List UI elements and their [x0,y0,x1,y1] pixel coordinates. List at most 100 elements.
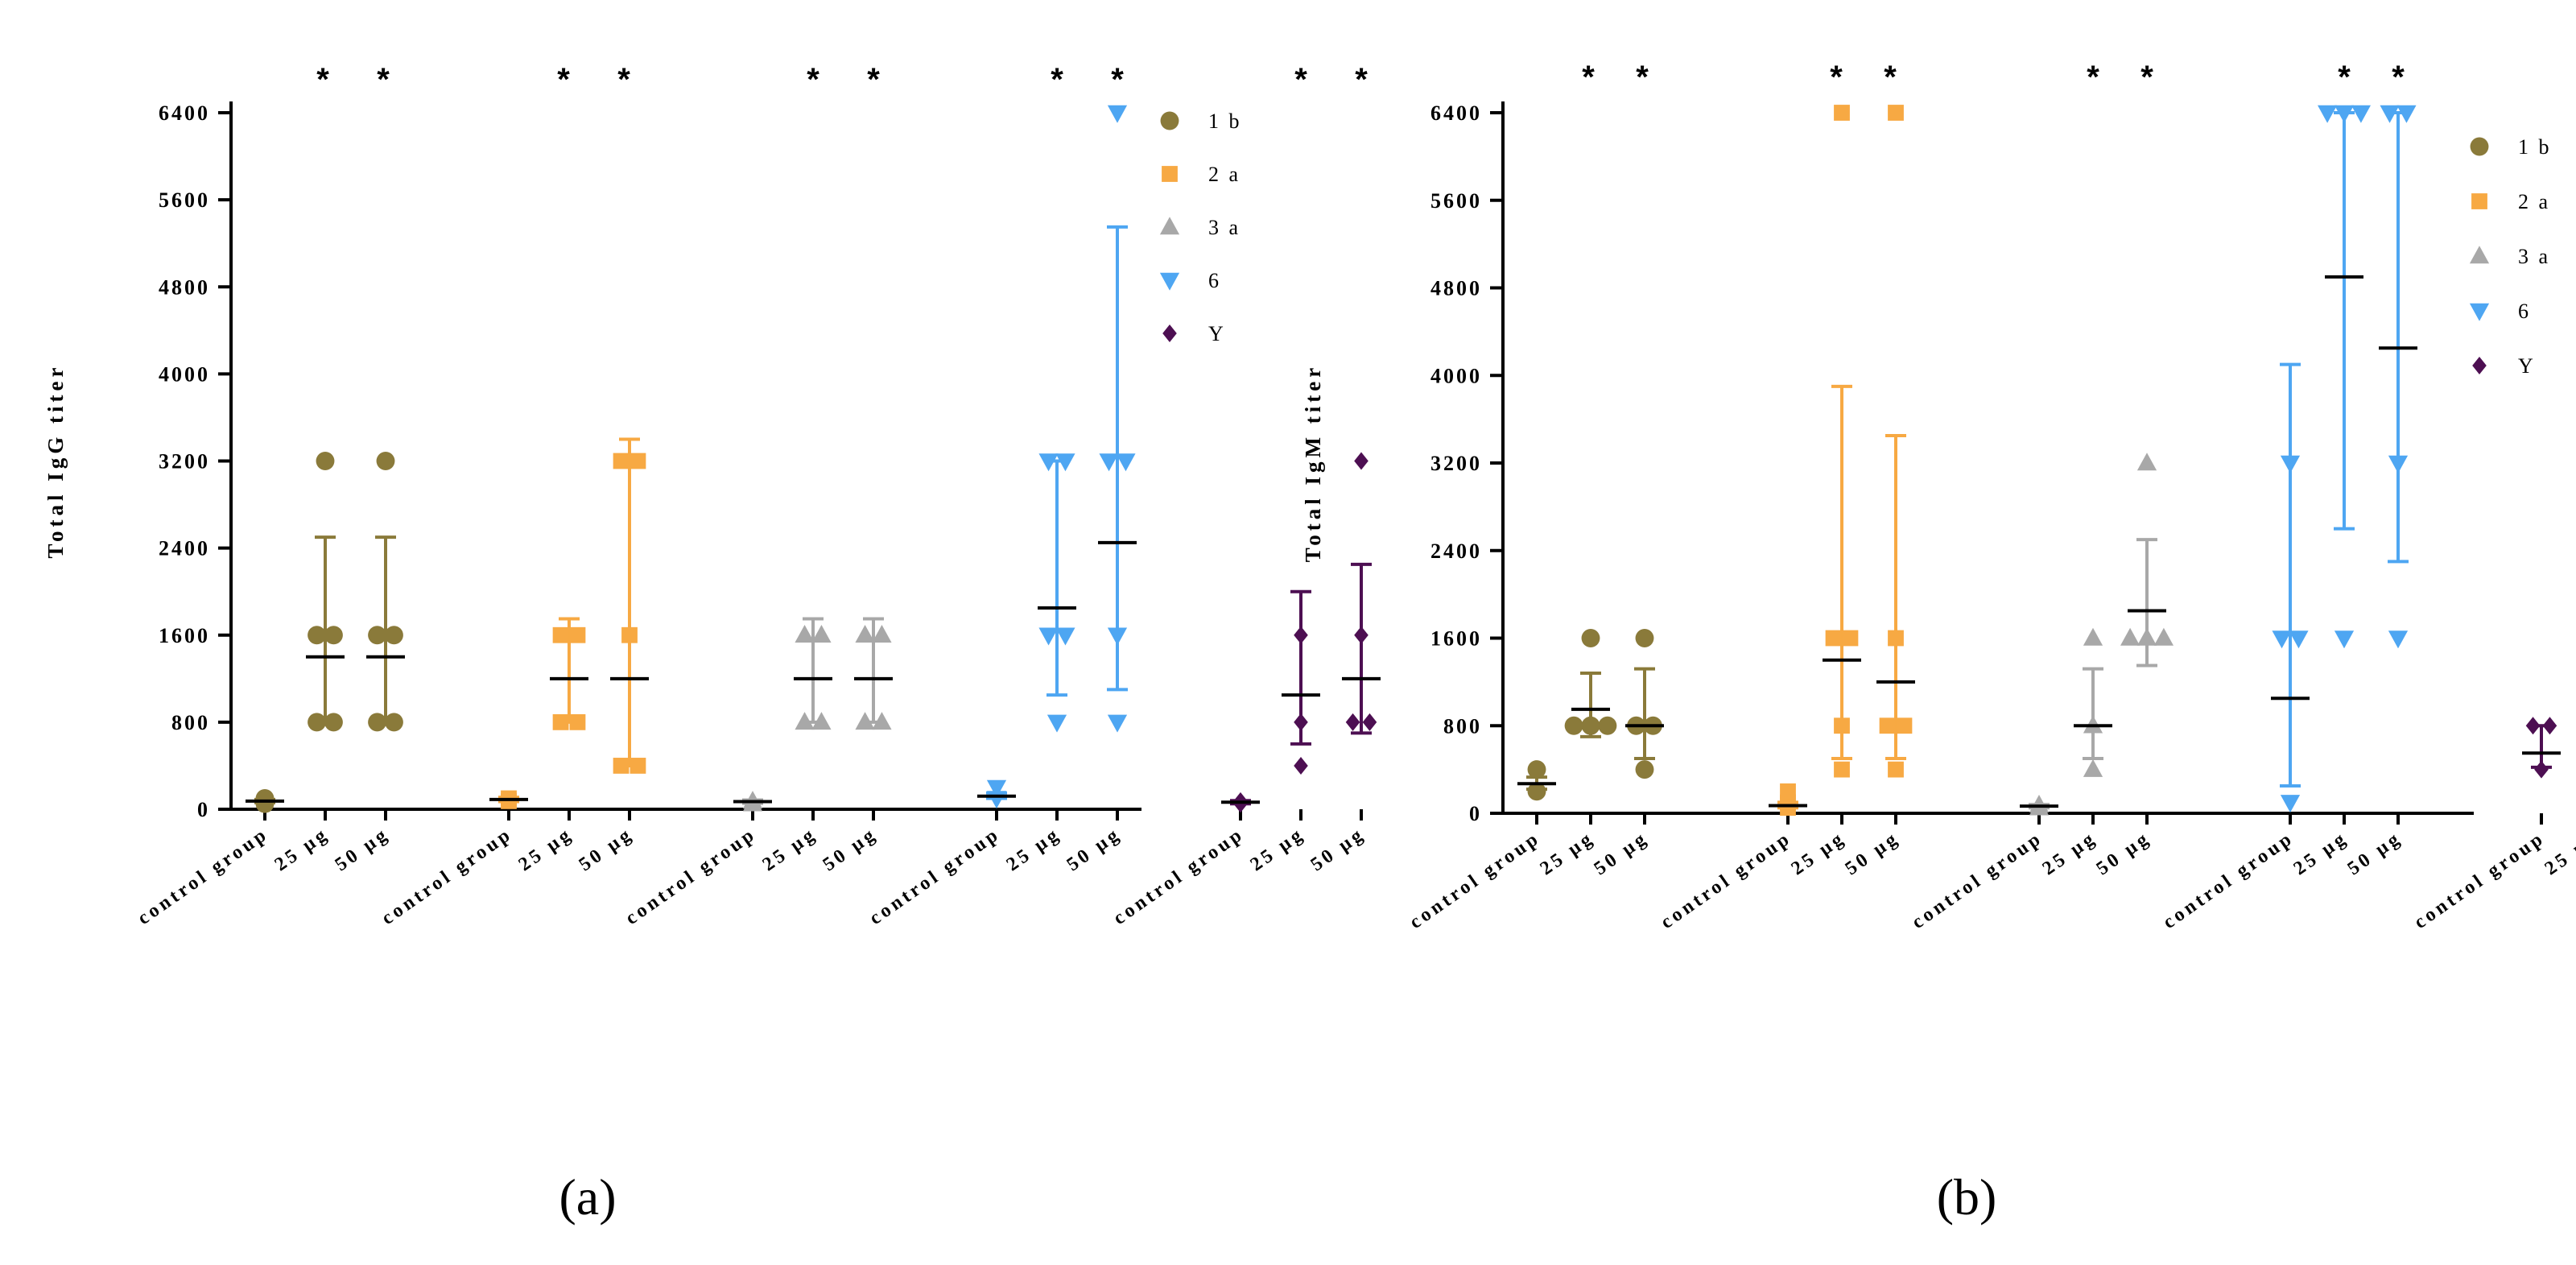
data-point [811,712,832,730]
significance-star: * [2338,60,2351,95]
data-point [2318,105,2338,123]
data-point [795,712,815,730]
data-point [2334,630,2355,649]
data-point [2334,105,2355,123]
legend-marker-3a [2469,246,2490,264]
data-point [2289,630,2309,649]
data-point [2153,627,2174,646]
data-point [2280,795,2301,813]
data-point [630,758,646,774]
legend-marker-6 [2469,303,2490,321]
panel-a-igg-chart: 0 800 1600 2400 3200 4000 4800 5600 6400 Total Ig… [43,62,1381,1226]
y-tick-label: 5600 [159,188,210,212]
x-tick-label: 50 μg [1591,828,1653,880]
data-point [2083,627,2103,646]
data-point [2542,717,2557,735]
data-point [569,626,586,643]
data-point [1107,627,1128,646]
data-point [1888,105,1904,121]
x-tick-label: 25 μg [515,824,577,876]
x-tick-label: 25 μg [2039,828,2101,880]
x-tick-label: control group [2159,828,2297,933]
data-point [872,712,892,730]
significance-star: * [1636,60,1649,95]
x-tick-label: 50 μg [1842,828,1904,880]
data-point [1099,453,1119,472]
x-tick-label: 50 μg [576,824,638,876]
significance-star: * [617,62,630,97]
data-point [2272,630,2292,649]
data-point [1345,713,1360,731]
data-point [1527,760,1546,779]
legend-marker-2a [2471,193,2487,209]
x-tick-label: 50 μg [2093,828,2155,880]
data-point [1564,716,1583,735]
legend-label: 2 a [1208,163,1241,186]
x-tick-label: 25 μg [2541,828,2576,880]
y-tick-label: 4000 [159,362,210,386]
x-tick-label: control group [134,824,272,929]
significance-star: * [1294,62,1307,97]
y-tick-label: 3200 [1430,452,1482,475]
legend-label: 2 a [2518,190,2550,213]
data-point [855,712,875,730]
data-point [2029,795,2050,813]
data-point [630,453,646,469]
data-point [2388,455,2409,473]
significance-star: * [807,62,819,97]
significance-star: * [1355,62,1368,97]
data-point [1107,714,1128,733]
data-point [2396,105,2417,123]
legend-marker-1b [2470,137,2489,156]
data-point [324,626,343,645]
y-tick-label: 5600 [1430,189,1482,213]
panel-label: (a) [559,1168,616,1226]
y-tick-label: 0 [197,798,210,821]
data-point [855,624,875,643]
legend-label: 6 [2518,300,2531,323]
panel-b-igm-chart: 0 800 1600 2400 3200 4000 4800 5600 6400 Total Ig… [1301,60,2576,1226]
legend-marker-Y [2472,357,2487,374]
data-point [1038,627,1059,646]
data-point [308,626,326,645]
legend-label: 1 b [1208,110,1242,133]
significance-star: * [1051,62,1063,97]
panel-label: (b) [1937,1168,1997,1226]
data-point [1294,756,1308,775]
significance-star: * [1884,60,1897,95]
data-point [1635,629,1654,647]
significance-star: * [316,62,329,97]
data-point [368,626,386,645]
significance-star: * [867,62,880,97]
data-point [2120,627,2140,646]
legend-marker-3a [1159,217,1180,235]
y-axis-title: Total IgG titer [43,364,68,559]
y-tick-label: 1600 [159,624,210,647]
y-tick-label: 4800 [1430,277,1482,300]
data-point [1834,105,1850,121]
x-tick-label: control group [1657,828,1795,933]
data-point [1362,713,1377,731]
y-tick-label: 1600 [1430,627,1482,651]
significance-star: * [1582,60,1595,95]
data-point [2534,760,2549,779]
data-point [1055,627,1075,646]
y-tick-label: 4800 [159,275,210,299]
data-point [324,713,343,732]
legend-label: 3 a [1208,216,1241,239]
data-point [308,713,326,732]
data-point [385,626,403,645]
data-point [1581,629,1600,647]
data-point [552,626,569,643]
x-tick-label: 25 μg [271,824,333,876]
legend-marker-1b [1160,111,1179,130]
data-point [376,452,395,470]
legend-label: 1 b [2518,135,2552,159]
data-point [1834,761,1850,778]
data-point [2280,455,2301,473]
legend-marker-6 [1159,272,1180,291]
y-tick-label: 6400 [1430,101,1482,125]
legend-label: 3 a [2518,245,2550,268]
x-tick-label: control group [378,824,516,929]
